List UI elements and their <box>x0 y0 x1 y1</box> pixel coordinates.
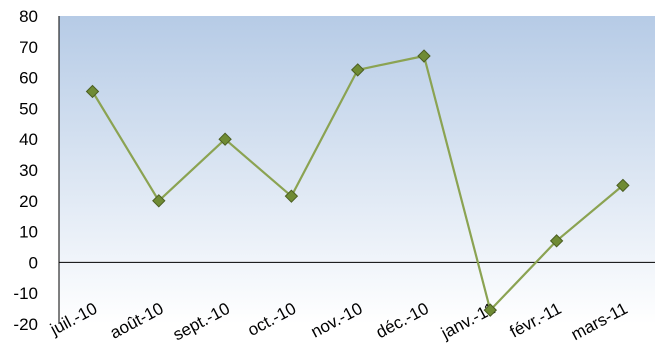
data-point-marker <box>218 132 232 146</box>
y-tick-label: 50 <box>19 99 38 118</box>
y-tick-label: -10 <box>13 284 38 303</box>
plot-area <box>59 16 655 324</box>
y-tick-label: 30 <box>19 161 38 180</box>
data-point-marker <box>616 178 630 193</box>
data-point-marker <box>152 194 166 208</box>
y-tick-label: 80 <box>19 7 38 26</box>
data-point-marker <box>85 84 100 99</box>
data-point-marker <box>483 303 498 317</box>
y-tick-label: 40 <box>19 130 38 149</box>
y-tick-label: 20 <box>19 192 38 211</box>
y-tick-label: -20 <box>13 315 38 334</box>
y-tick-label: 0 <box>29 253 38 272</box>
data-point-marker <box>350 63 365 77</box>
data-point-marker <box>284 189 299 203</box>
y-axis-ticks: -20 -10 0 10 20 30 40 50 60 70 80 <box>13 7 38 334</box>
series-group <box>85 49 630 317</box>
data-point-marker <box>417 49 431 63</box>
data-point-marker <box>549 234 564 248</box>
y-tick-label: 60 <box>19 69 38 88</box>
y-tick-label: 10 <box>19 223 38 242</box>
y-tick-label: 70 <box>19 38 38 57</box>
